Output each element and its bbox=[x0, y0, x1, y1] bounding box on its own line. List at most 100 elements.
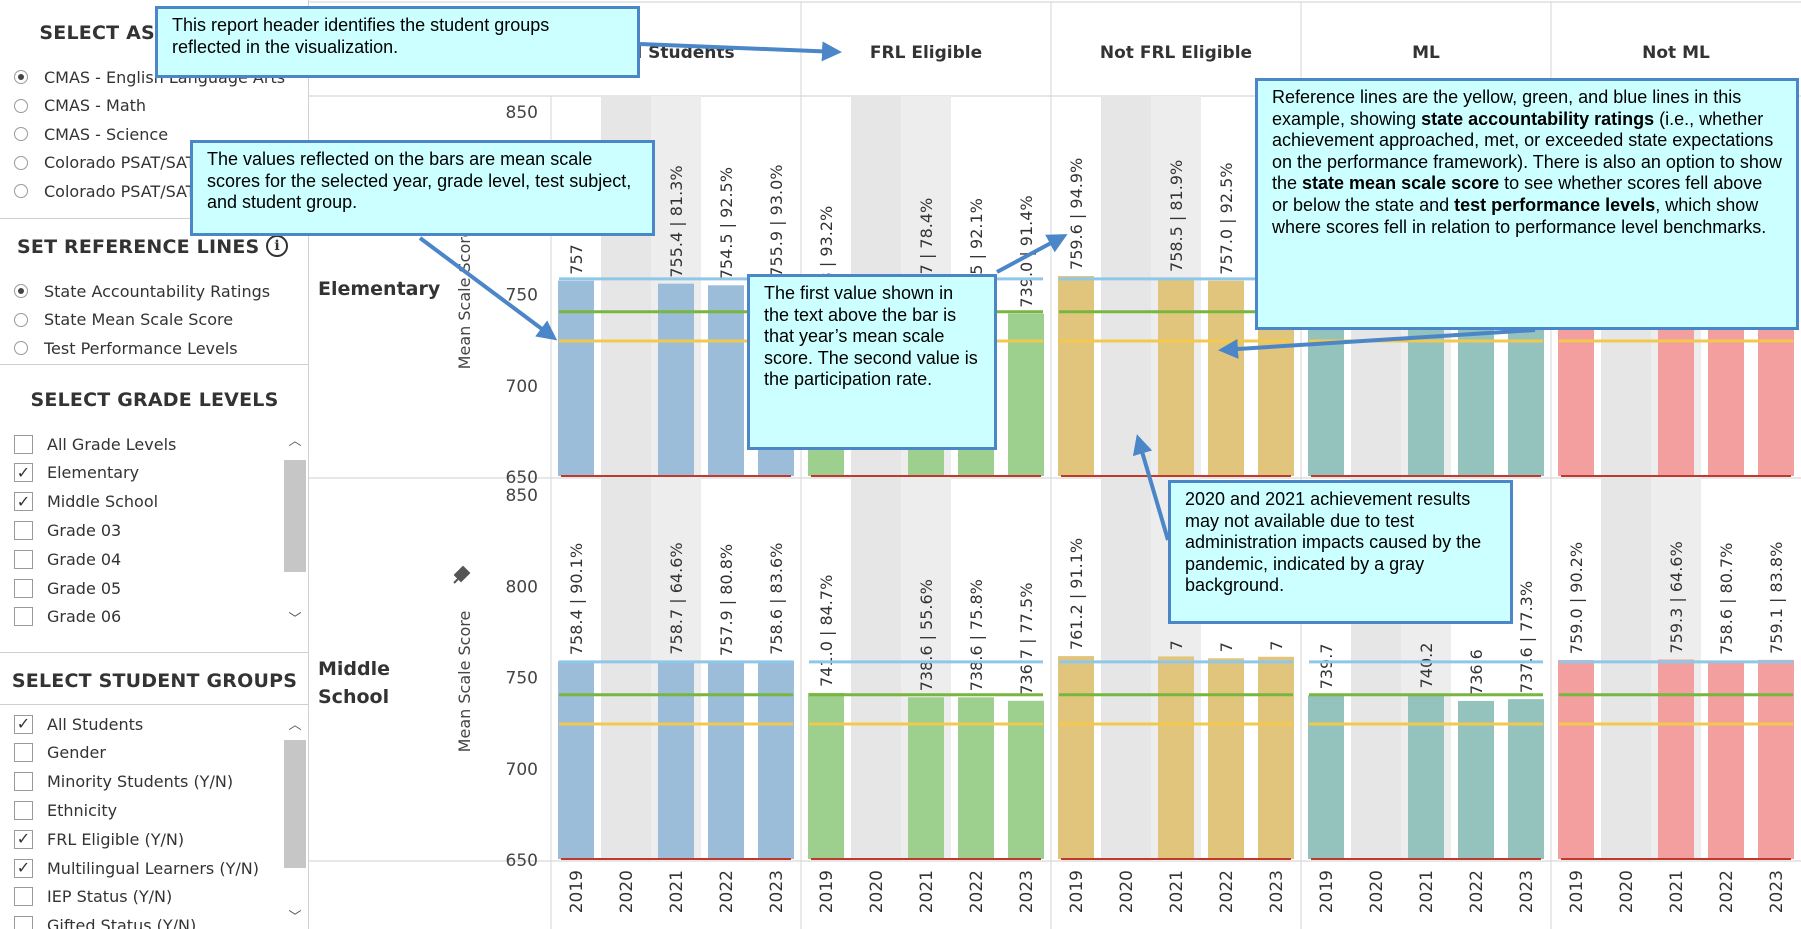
checkbox-option[interactable]: ✓ FRL Eligible (Y/N) bbox=[14, 826, 184, 852]
radio-unselected-icon[interactable] bbox=[14, 127, 28, 141]
bar bbox=[1508, 699, 1544, 859]
bar bbox=[1408, 694, 1444, 859]
x-tick-label: 2021 bbox=[1417, 870, 1437, 913]
checkbox-checked-icon[interactable]: ✓ bbox=[14, 714, 33, 734]
callout-bold-text: state mean scale score bbox=[1302, 173, 1500, 194]
y-tick-label: 850 bbox=[506, 103, 538, 123]
checkbox-option[interactable]: Grade 06 bbox=[14, 604, 121, 630]
radio-unselected-icon[interactable] bbox=[14, 341, 28, 355]
checkbox-checked-icon[interactable]: ✓ bbox=[14, 492, 33, 512]
radio-unselected-icon[interactable] bbox=[14, 98, 28, 113]
bar bbox=[558, 280, 594, 476]
bar-data-label: 739.0 | 91.4% bbox=[1017, 195, 1036, 307]
checkbox-option[interactable]: Grade 05 bbox=[14, 575, 121, 601]
radio-unselected-icon[interactable] bbox=[14, 184, 28, 198]
x-tick-label: 2020 bbox=[617, 870, 637, 913]
checkbox-option[interactable]: ✓ Elementary bbox=[14, 460, 139, 486]
callout-report-header: This report header identifies the studen… bbox=[155, 6, 640, 78]
checkbox-option[interactable]: Gifted Status (Y/N) bbox=[14, 913, 196, 929]
callout-text: to see whether scores fell above or belo… bbox=[1272, 173, 1763, 215]
checkbox-unchecked-icon[interactable] bbox=[14, 549, 33, 569]
checkbox-option-label: Minority Students (Y/N) bbox=[47, 772, 234, 792]
row-label: Elementary bbox=[318, 278, 441, 300]
checkbox-option[interactable]: Minority Students (Y/N) bbox=[14, 769, 233, 795]
divider bbox=[0, 218, 308, 219]
checkbox-unchecked-icon[interactable] bbox=[14, 434, 33, 454]
row-label-line: School bbox=[318, 686, 389, 708]
checkbox-option[interactable]: All Grade Levels bbox=[14, 431, 176, 457]
checkbox-unchecked-icon[interactable] bbox=[14, 916, 33, 929]
checkbox-unchecked-icon[interactable] bbox=[14, 607, 33, 627]
callout-text: Reference lines are the yellow, green, a… bbox=[1272, 87, 1742, 129]
scroll-down-icon[interactable]: ﹀ bbox=[288, 910, 302, 925]
checkbox-option-label: All Students bbox=[47, 714, 144, 734]
bar bbox=[1008, 700, 1044, 859]
checkbox-option[interactable]: Ethnicity bbox=[14, 797, 117, 823]
bar-data-label: 757 bbox=[567, 244, 586, 275]
grade-list-scroll-thumb[interactable] bbox=[284, 460, 306, 572]
bar-data-label: 739.7 bbox=[1317, 643, 1336, 689]
checkbox-option[interactable]: Grade 04 bbox=[14, 546, 121, 572]
checkbox-option-label: Grade 04 bbox=[47, 549, 122, 569]
radio-selected-icon[interactable] bbox=[14, 284, 28, 298]
info-icon[interactable]: i bbox=[266, 235, 288, 257]
bar bbox=[658, 283, 694, 476]
radio-option[interactable]: State Accountability Ratings bbox=[14, 278, 270, 304]
checkbox-unchecked-icon[interactable] bbox=[14, 887, 33, 907]
radio-option-label: State Mean Scale Score bbox=[44, 310, 234, 329]
x-tick-label: 2023 bbox=[1517, 870, 1537, 913]
bar bbox=[1058, 275, 1094, 476]
groups-list-scroll-thumb[interactable] bbox=[284, 740, 306, 868]
radio-option[interactable]: State Mean Scale Score bbox=[14, 307, 233, 333]
bar-data-label: 757.9 | 80.8% bbox=[717, 544, 736, 656]
callout-bar-values: The values reflected on the bars are mea… bbox=[190, 140, 655, 236]
radio-option[interactable]: Colorado PSAT/SAT bbox=[14, 178, 196, 204]
grade-levels-section-title: SELECT GRADE LEVELS bbox=[30, 389, 279, 411]
bar-data-label: 738.6 | 55.6% bbox=[917, 579, 936, 691]
x-tick-label: 2023 bbox=[1267, 870, 1287, 913]
bar bbox=[1408, 312, 1444, 476]
x-tick-label: 2023 bbox=[1017, 870, 1037, 913]
bar-data-label: 759.1 | 83.8% bbox=[1767, 542, 1786, 654]
checkbox-option[interactable]: Grade 03 bbox=[14, 517, 121, 543]
checkbox-option[interactable]: ✓ All Students bbox=[14, 711, 143, 737]
y-tick-label: 650 bbox=[506, 468, 538, 488]
row-label-line: Middle bbox=[318, 658, 390, 680]
checkbox-option-label: Gender bbox=[47, 743, 106, 763]
checkbox-option[interactable]: ✓ Multilingual Learners (Y/N) bbox=[14, 855, 259, 881]
radio-option[interactable]: CMAS - Math bbox=[14, 93, 146, 119]
radio-unselected-icon[interactable] bbox=[14, 312, 28, 327]
checkbox-checked-icon[interactable]: ✓ bbox=[14, 829, 33, 849]
radio-unselected-icon[interactable] bbox=[14, 155, 28, 170]
bar bbox=[1208, 280, 1244, 476]
divider bbox=[0, 704, 308, 705]
scroll-down-icon[interactable]: ﹀ bbox=[288, 612, 302, 627]
checkbox-checked-icon[interactable]: ✓ bbox=[14, 858, 33, 878]
bar bbox=[1308, 314, 1344, 476]
scroll-up-icon[interactable]: ︿ bbox=[288, 718, 302, 733]
bar bbox=[1758, 659, 1794, 859]
scroll-up-icon[interactable]: ︿ bbox=[288, 434, 302, 449]
radio-option-label: Test Performance Levels bbox=[44, 338, 238, 358]
checkbox-unchecked-icon[interactable] bbox=[14, 520, 33, 540]
bar-data-label: 758.5 | 81.9% bbox=[1167, 160, 1186, 272]
radio-option[interactable]: Colorado PSAT/SAT bbox=[14, 150, 196, 176]
checkbox-unchecked-icon[interactable] bbox=[14, 578, 33, 598]
checkbox-unchecked-icon[interactable] bbox=[14, 772, 33, 792]
checkbox-option-label: Ethnicity bbox=[47, 800, 118, 820]
divider bbox=[0, 364, 308, 365]
radio-selected-icon[interactable] bbox=[14, 70, 28, 84]
checkbox-unchecked-icon[interactable] bbox=[14, 743, 33, 763]
radio-option[interactable]: Test Performance Levels bbox=[14, 335, 238, 361]
checkbox-checked-icon[interactable]: ✓ bbox=[14, 463, 33, 483]
bar-data-label: 736.6 bbox=[1467, 649, 1486, 695]
checkbox-option[interactable]: IEP Status (Y/N) bbox=[14, 884, 172, 910]
callout-text: , which show where scores fell in relati… bbox=[1272, 194, 1767, 237]
radio-option[interactable]: CMAS - Science bbox=[14, 121, 168, 147]
checkbox-unchecked-icon[interactable] bbox=[14, 800, 33, 820]
checkbox-option[interactable]: ✓ Middle School bbox=[14, 489, 158, 515]
checkbox-option-label: All Grade Levels bbox=[47, 434, 177, 454]
checkbox-option[interactable]: Gender bbox=[14, 740, 106, 766]
bar-data-label: 738.6 | 75.8% bbox=[967, 579, 986, 691]
y-tick-label: 650 bbox=[506, 851, 538, 871]
